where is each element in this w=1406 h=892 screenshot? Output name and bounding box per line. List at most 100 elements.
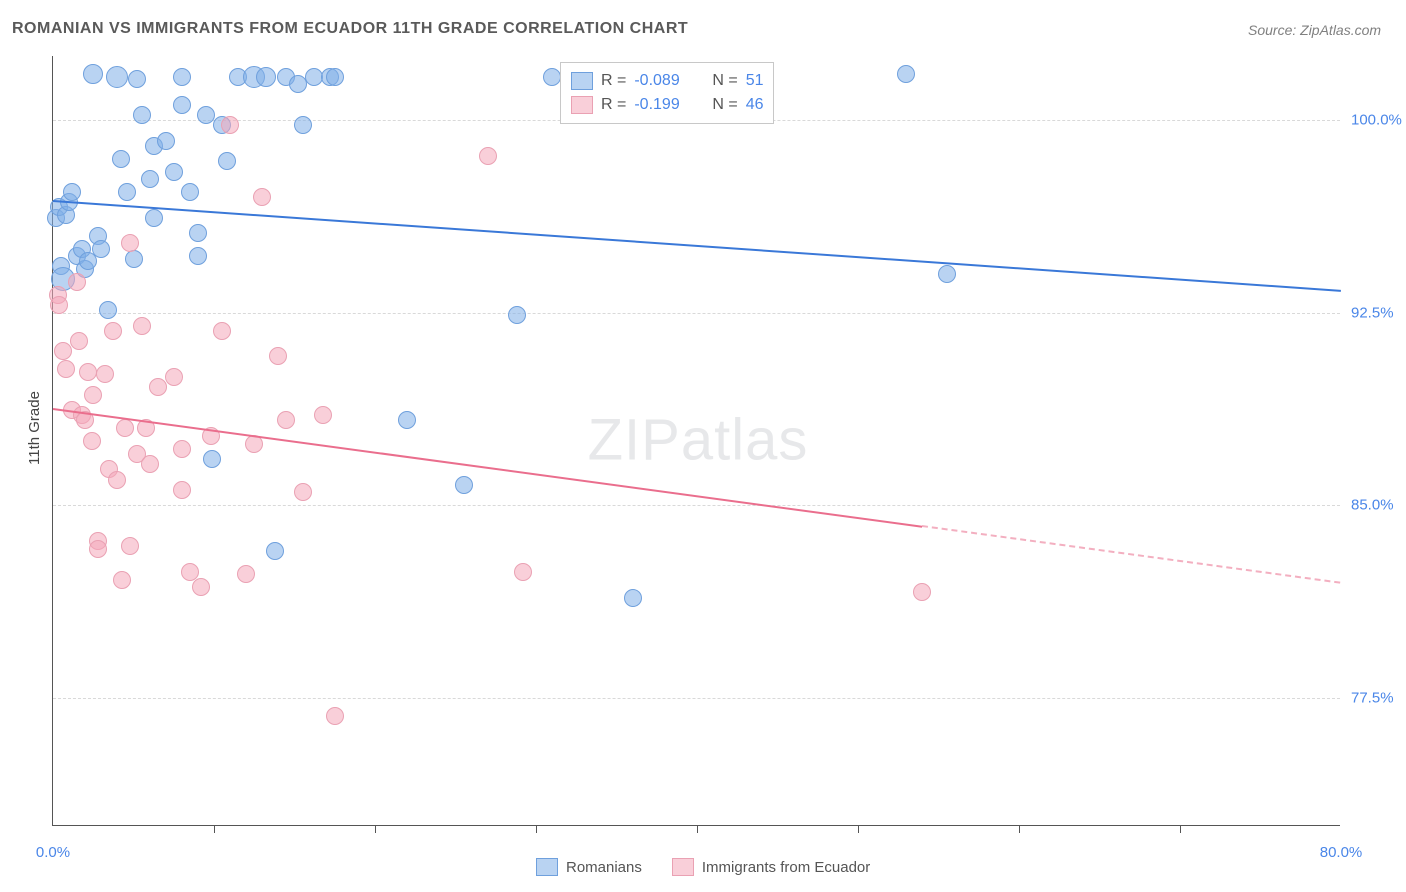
- data-point: [141, 455, 159, 473]
- data-point: [253, 188, 271, 206]
- data-point: [326, 707, 344, 725]
- data-point: [256, 67, 276, 87]
- legend-swatch: [571, 96, 593, 114]
- x-tick: [536, 825, 537, 833]
- stats-legend-row: R = -0.199 N = 46: [571, 93, 763, 117]
- data-point: [121, 234, 139, 252]
- legend-n-value: 51: [746, 69, 764, 93]
- data-point: [128, 70, 146, 88]
- legend-swatch: [672, 858, 694, 876]
- plot-area: 77.5%85.0%92.5%100.0%0.0%80.0%: [52, 56, 1340, 826]
- data-point: [514, 563, 532, 581]
- data-point: [294, 116, 312, 134]
- x-tick: [858, 825, 859, 833]
- data-point: [145, 209, 163, 227]
- data-point: [543, 68, 561, 86]
- data-point: [294, 483, 312, 501]
- legend-label: Immigrants from Ecuador: [702, 859, 870, 876]
- data-point: [277, 411, 295, 429]
- y-tick-label: 85.0%: [1351, 497, 1394, 514]
- data-point: [479, 147, 497, 165]
- data-point: [218, 152, 236, 170]
- y-tick-label: 77.5%: [1351, 689, 1394, 706]
- data-point: [83, 432, 101, 450]
- gridline: [53, 698, 1340, 699]
- data-point: [455, 476, 473, 494]
- data-point: [92, 240, 110, 258]
- trend-line: [922, 525, 1341, 584]
- data-point: [57, 360, 75, 378]
- data-point: [203, 450, 221, 468]
- legend-swatch: [571, 72, 593, 90]
- data-point: [192, 578, 210, 596]
- legend-n-label: N =: [712, 93, 737, 117]
- x-tick: [1180, 825, 1181, 833]
- data-point: [118, 183, 136, 201]
- y-tick-label: 92.5%: [1351, 304, 1394, 321]
- legend-r-label: R =: [601, 93, 626, 117]
- x-tick: [375, 825, 376, 833]
- data-point: [113, 571, 131, 589]
- data-point: [269, 347, 287, 365]
- chart-title: ROMANIAN VS IMMIGRANTS FROM ECUADOR 11TH…: [12, 20, 688, 38]
- data-point: [165, 368, 183, 386]
- legend-n-label: N =: [712, 69, 737, 93]
- y-tick-label: 100.0%: [1351, 112, 1402, 129]
- data-point: [89, 540, 107, 558]
- data-point: [104, 322, 122, 340]
- data-point: [121, 537, 139, 555]
- gridline: [53, 505, 1340, 506]
- legend-r-value: -0.199: [634, 93, 704, 117]
- data-point: [112, 150, 130, 168]
- legend-swatch: [536, 858, 558, 876]
- data-point: [314, 406, 332, 424]
- stats-legend: R = -0.089 N = 51 R = -0.199 N = 46: [560, 62, 774, 124]
- data-point: [106, 66, 128, 88]
- x-tick: [214, 825, 215, 833]
- data-point: [157, 132, 175, 150]
- source-attribution: Source: ZipAtlas.com: [1248, 22, 1381, 38]
- data-point: [213, 322, 231, 340]
- data-point: [938, 265, 956, 283]
- data-point: [84, 386, 102, 404]
- data-point: [624, 589, 642, 607]
- data-point: [50, 296, 68, 314]
- y-axis-label: 11th Grade: [26, 391, 43, 465]
- data-point: [181, 183, 199, 201]
- data-point: [237, 565, 255, 583]
- legend-n-value: 46: [746, 93, 764, 117]
- data-point: [133, 317, 151, 335]
- data-point: [221, 116, 239, 134]
- stats-legend-row: R = -0.089 N = 51: [571, 69, 763, 93]
- data-point: [54, 342, 72, 360]
- data-point: [173, 440, 191, 458]
- gridline: [53, 313, 1340, 314]
- data-point: [398, 411, 416, 429]
- data-point: [63, 183, 81, 201]
- x-tick: [697, 825, 698, 833]
- series-legend: Romanians Immigrants from Ecuador: [536, 858, 870, 876]
- data-point: [173, 481, 191, 499]
- data-point: [96, 365, 114, 383]
- data-point: [116, 419, 134, 437]
- data-point: [99, 301, 117, 319]
- legend-r-label: R =: [601, 69, 626, 93]
- legend-r-value: -0.089: [634, 69, 704, 93]
- data-point: [508, 306, 526, 324]
- data-point: [149, 378, 167, 396]
- trend-line: [53, 200, 1341, 292]
- legend-item: Immigrants from Ecuador: [672, 858, 870, 876]
- x-max-label: 80.0%: [1320, 844, 1363, 861]
- data-point: [266, 542, 284, 560]
- data-point: [189, 224, 207, 242]
- legend-label: Romanians: [566, 859, 642, 876]
- data-point: [165, 163, 183, 181]
- data-point: [70, 332, 88, 350]
- data-point: [913, 583, 931, 601]
- data-point: [326, 68, 344, 86]
- data-point: [68, 273, 86, 291]
- x-min-label: 0.0%: [36, 844, 70, 861]
- data-point: [189, 247, 207, 265]
- data-point: [173, 96, 191, 114]
- data-point: [173, 68, 191, 86]
